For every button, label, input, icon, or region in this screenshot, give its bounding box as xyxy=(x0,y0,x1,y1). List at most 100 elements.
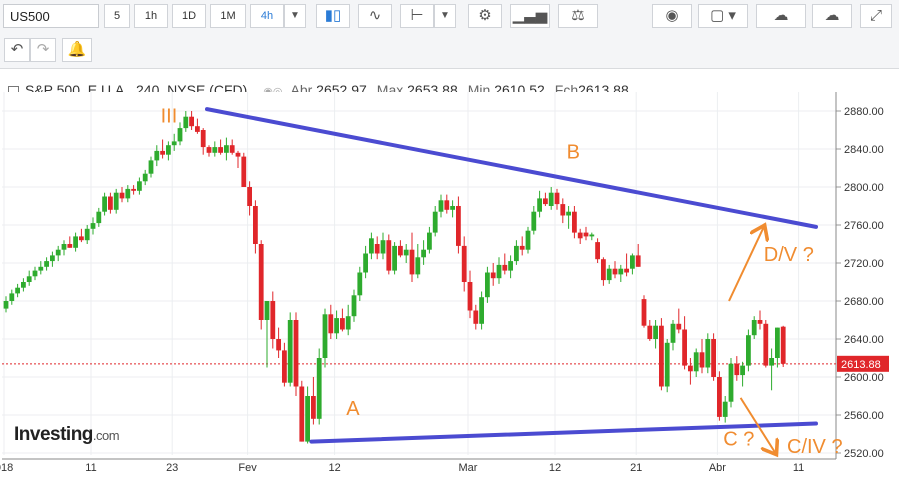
camera-icon[interactable]: ◉ xyxy=(652,4,692,28)
candle-body xyxy=(769,358,774,366)
candle-body xyxy=(438,200,444,212)
candle-body xyxy=(142,173,148,182)
candle-body xyxy=(682,329,687,366)
candle-body xyxy=(264,301,270,320)
settings-gear-icon[interactable]: ⚙ xyxy=(468,4,502,28)
candles-icon[interactable]: ▮▯ xyxy=(316,4,350,28)
y-tick-label: 2520.00 xyxy=(844,448,884,460)
price-chart[interactable]: 2520.00 2560.00 2600.00 2640.00 2680.00 2720.… xyxy=(0,70,899,477)
candle-body xyxy=(311,396,316,419)
candle-body xyxy=(119,192,125,199)
candle-body xyxy=(305,396,310,442)
y-tick-label: 2640.00 xyxy=(844,334,884,346)
y-tick-label: 2760.00 xyxy=(844,220,884,232)
compare-scale-icon[interactable]: ⚖ xyxy=(558,4,598,28)
color-square-icon[interactable]: ▢ ▾ xyxy=(698,4,748,28)
candle-body xyxy=(618,268,624,275)
candle-body xyxy=(340,318,345,330)
candle-body xyxy=(374,244,380,254)
candle-body xyxy=(688,365,693,372)
timeframe-1m[interactable]: 1M xyxy=(210,4,246,28)
candle-body xyxy=(490,272,496,279)
studies-icon[interactable]: ▁▃▅ xyxy=(510,4,550,28)
indicator-icon[interactable]: ⊢ xyxy=(400,4,434,28)
symbol-input[interactable]: US500 xyxy=(3,4,99,28)
candle-body xyxy=(548,192,554,206)
y-tick-label: 2800.00 xyxy=(844,182,884,194)
wave-label: A xyxy=(346,398,360,420)
candle-body xyxy=(711,339,716,377)
candle-body xyxy=(398,245,403,256)
candle-body xyxy=(496,264,502,279)
wave-label: C/IV ? xyxy=(787,436,843,458)
candle-body xyxy=(380,240,386,254)
candle-body xyxy=(606,268,612,281)
candle-body xyxy=(595,242,600,260)
undo-icon[interactable]: ↶ xyxy=(4,38,30,62)
candle-body xyxy=(780,326,786,364)
x-tick-label: 11 xyxy=(85,462,96,474)
candle-body xyxy=(322,314,328,358)
line-chart-icon[interactable]: ∿ xyxy=(358,4,392,28)
candle-body xyxy=(699,352,705,368)
candle-body xyxy=(601,259,606,281)
candle-body xyxy=(566,211,571,216)
candle-body xyxy=(195,126,200,132)
alert-bell-icon[interactable]: 🔔 xyxy=(62,38,92,62)
candle-body xyxy=(235,152,241,157)
candle-body xyxy=(177,128,183,142)
current-price-label: 2613.88 xyxy=(841,359,881,371)
candle-body xyxy=(415,257,421,275)
x-tick-label: 23 xyxy=(166,462,178,474)
candle-body xyxy=(485,272,490,298)
candle-body xyxy=(560,204,566,216)
candle-body xyxy=(409,249,415,275)
candle-body xyxy=(763,323,769,366)
candle-body xyxy=(212,147,218,153)
chevron-down-icon[interactable]: ▼ xyxy=(434,4,456,28)
candle-body xyxy=(751,320,757,336)
candle-body xyxy=(218,147,223,153)
candle-body xyxy=(26,276,32,282)
cloud-download-icon[interactable]: ☁ xyxy=(756,4,806,28)
candle-body xyxy=(717,377,722,417)
candle-body xyxy=(79,236,84,241)
candle-body xyxy=(276,339,281,351)
candle-body xyxy=(160,150,165,155)
candle-body xyxy=(55,249,61,256)
candle-body xyxy=(61,244,67,250)
current-price-badge xyxy=(837,355,889,372)
timeframe-5[interactable]: 5 xyxy=(104,4,130,28)
timeframe-1d[interactable]: 1D xyxy=(172,4,206,28)
candle-body xyxy=(577,232,583,239)
candle-body xyxy=(137,181,142,191)
candle-body xyxy=(630,255,635,269)
candle-body xyxy=(328,314,334,334)
candle-body xyxy=(241,156,247,187)
fullscreen-icon[interactable]: ⤢ xyxy=(860,4,892,28)
candle-body xyxy=(44,261,49,267)
cloud-upload-icon[interactable]: ☁ xyxy=(812,4,852,28)
candle-body xyxy=(200,130,206,148)
trend-line xyxy=(205,107,818,229)
candle-body xyxy=(108,196,113,210)
candle-body xyxy=(131,188,136,191)
candle-body xyxy=(154,150,160,161)
candle-body xyxy=(444,200,450,210)
redo-icon[interactable]: ↷ xyxy=(30,38,56,62)
candle-body xyxy=(270,301,276,339)
timeframe-4h[interactable]: 4h xyxy=(250,4,284,28)
candle-body xyxy=(282,350,287,383)
candle-body xyxy=(543,198,548,205)
candle-body xyxy=(9,293,15,301)
investing-logo: Investing.com xyxy=(14,424,120,446)
candle-body xyxy=(514,245,519,262)
candle-body xyxy=(96,211,102,224)
timeframe-1h[interactable]: 1h xyxy=(134,4,168,28)
candle-body xyxy=(432,211,438,233)
y-tick-label: 2560.00 xyxy=(844,410,884,422)
candle-body xyxy=(363,253,368,273)
candle-body xyxy=(734,363,740,376)
candle-body xyxy=(612,268,618,275)
chevron-down-icon[interactable]: ▼ xyxy=(284,4,306,28)
